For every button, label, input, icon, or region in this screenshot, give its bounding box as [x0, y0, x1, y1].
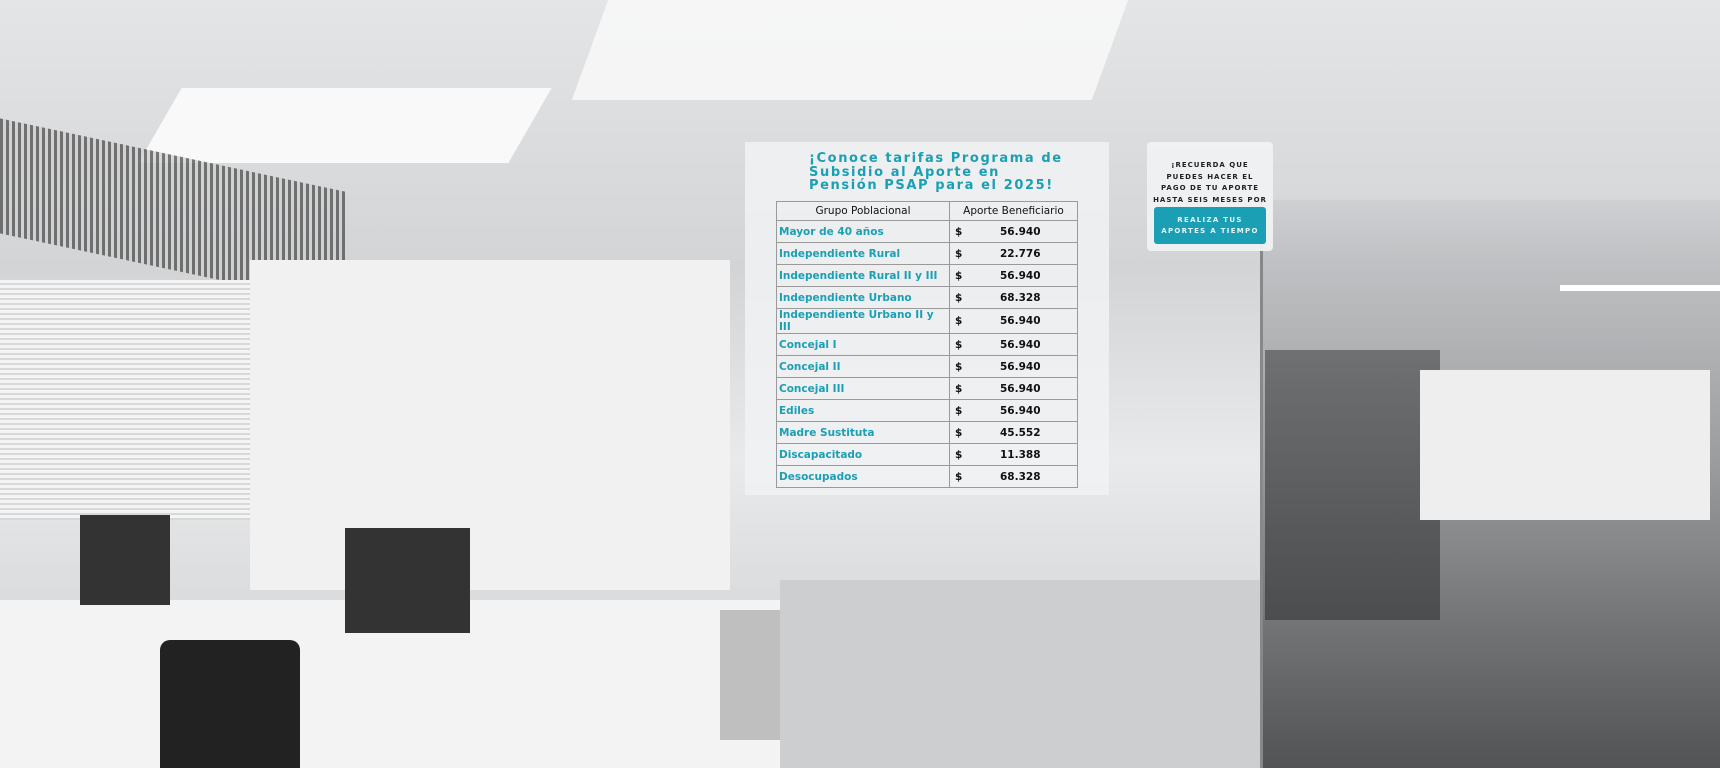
header-group: Grupo Poblacional — [776, 201, 950, 221]
value-cell: $22.776 — [949, 242, 1078, 265]
contribute-button[interactable]: REALIZA TUS APORTES A TIEMPO — [1154, 207, 1266, 244]
table-row: Independiente Urbano $68.328 — [776, 286, 1078, 309]
value-amount: 56.940 — [1000, 269, 1041, 282]
table-row: Discapacitado $11.388 — [776, 443, 1078, 466]
currency-symbol: $ — [955, 360, 963, 373]
panel-title: ¡Conoce tarifas Programa de Subsidio al … — [809, 151, 1063, 193]
value-amount: 56.940 — [1000, 338, 1041, 351]
floor — [780, 580, 1260, 768]
group-cell: Concejal II — [776, 355, 950, 378]
value-cell: $56.940 — [949, 264, 1078, 287]
currency-symbol: $ — [955, 382, 963, 395]
value-cell: $56.940 — [949, 377, 1078, 400]
monitor — [345, 528, 470, 633]
currency-symbol: $ — [955, 404, 963, 417]
value-amount: 56.940 — [1000, 382, 1041, 395]
value-cell: $68.328 — [949, 286, 1078, 309]
currency-symbol: $ — [955, 269, 963, 282]
value-cell: $56.940 — [949, 220, 1078, 243]
office-chair — [160, 640, 300, 768]
group-cell: Independiente Rural — [776, 242, 950, 265]
group-cell: Madre Sustituta — [776, 421, 950, 444]
group-cell: Discapacitado — [776, 443, 950, 466]
table-row: Mayor de 40 años $56.940 — [776, 220, 1078, 243]
currency-symbol: $ — [955, 247, 963, 260]
window-blinds — [0, 280, 250, 520]
table-row: Concejal I $56.940 — [776, 333, 1078, 356]
wall — [250, 260, 730, 590]
value-amount: 11.388 — [1000, 448, 1041, 461]
value-cell: $45.552 — [949, 421, 1078, 444]
value-cell: $56.940 — [949, 308, 1078, 334]
table-row: Concejal II $56.940 — [776, 355, 1078, 378]
value-cell: $11.388 — [949, 443, 1078, 466]
value-amount: 56.940 — [1000, 225, 1041, 238]
currency-symbol: $ — [955, 426, 963, 439]
currency-symbol: $ — [955, 470, 963, 483]
tariffs-panel: ¡Conoce tarifas Programa de Subsidio al … — [745, 142, 1109, 495]
table-row: Desocupados $68.328 — [776, 465, 1078, 488]
monitor — [80, 515, 170, 605]
ceiling-light — [1560, 285, 1720, 291]
value-amount: 56.940 — [1000, 315, 1041, 327]
value-amount: 68.328 — [1000, 470, 1041, 483]
value-cell: $56.940 — [949, 333, 1078, 356]
value-amount: 68.328 — [1000, 291, 1041, 304]
group-cell: Ediles — [776, 399, 950, 422]
value-amount: 22.776 — [1000, 247, 1041, 260]
currency-symbol: $ — [955, 448, 963, 461]
currency-symbol: $ — [955, 338, 963, 351]
value-amount: 56.940 — [1000, 404, 1041, 417]
group-cell: Concejal I — [776, 333, 950, 356]
table-row: Ediles $56.940 — [776, 399, 1078, 422]
table-row: Concejal III $56.940 — [776, 377, 1078, 400]
group-cell: Independiente Rural II y III — [776, 264, 950, 287]
value-amount: 45.552 — [1000, 426, 1041, 439]
header-contribution: Aporte Beneficiario — [949, 201, 1078, 221]
group-cell: Concejal III — [776, 377, 950, 400]
currency-symbol: $ — [955, 291, 963, 304]
ceiling-light — [571, 0, 1129, 100]
reminder-card: ¡RECUERDA QUE PUEDES HACER EL PAGO DE TU… — [1147, 142, 1273, 251]
tariffs-table: Grupo Poblacional Aporte Beneficiario Ma… — [776, 201, 1078, 488]
ceiling-light — [138, 88, 552, 163]
group-cell: Desocupados — [776, 465, 950, 488]
table-row: Independiente Urbano II y III $56.940 — [776, 308, 1078, 334]
table-row: Independiente Rural II y III $56.940 — [776, 264, 1078, 287]
group-cell: Independiente Urbano — [776, 286, 950, 309]
table-row: Madre Sustituta $45.552 — [776, 421, 1078, 444]
table-row: Independiente Rural $22.776 — [776, 242, 1078, 265]
group-cell: Independiente Urbano II y III — [776, 308, 950, 334]
currency-symbol: $ — [955, 225, 963, 238]
value-cell: $56.940 — [949, 399, 1078, 422]
value-cell: $68.328 — [949, 465, 1078, 488]
value-amount: 56.940 — [1000, 360, 1041, 373]
projector-screen — [1420, 370, 1710, 520]
group-cell: Mayor de 40 años — [776, 220, 950, 243]
currency-symbol: $ — [955, 315, 963, 327]
value-cell: $56.940 — [949, 355, 1078, 378]
